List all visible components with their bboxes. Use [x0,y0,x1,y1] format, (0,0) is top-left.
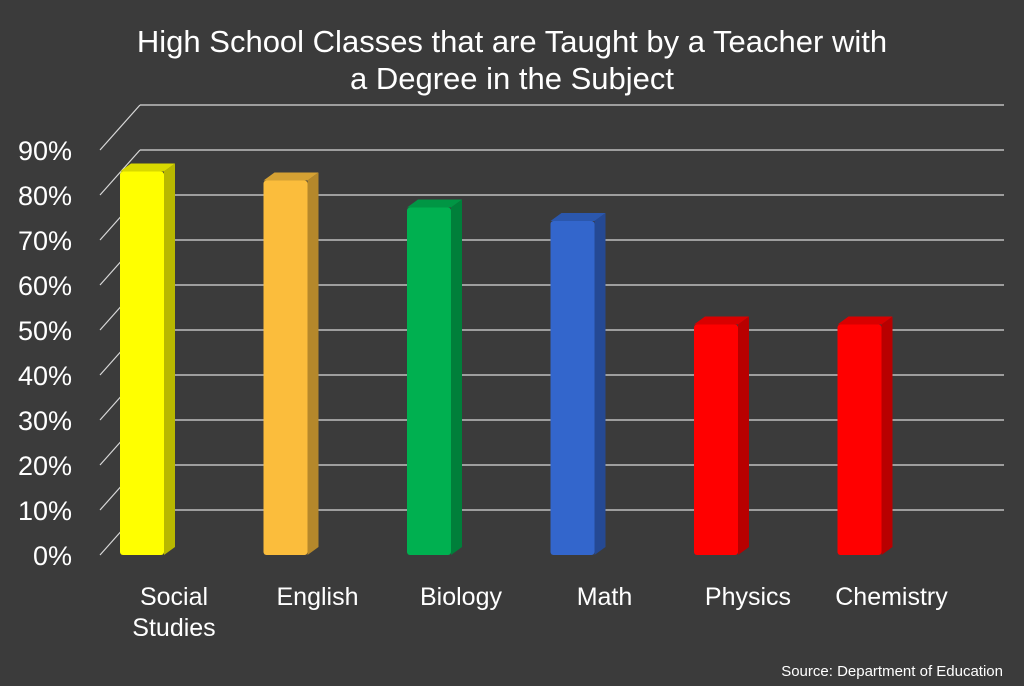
y-tick-label: 80% [18,181,72,211]
category-label: Physics [705,583,791,611]
bar-side [451,199,462,555]
category-labels: Social Studies English Biology Math Physics Ch… [132,583,948,642]
category-label: Biology [420,583,502,611]
bar [837,316,893,555]
category-label-line: English [277,583,359,611]
bar [263,172,319,555]
bar-top [694,316,749,325]
category-label-line: Biology [420,583,502,611]
bar-top [837,316,893,325]
bar [694,316,749,555]
bar-side [307,172,319,555]
category-label-line: Social [140,583,208,611]
bar [550,213,606,555]
bar-front [837,324,882,555]
category-label: Social Studies [132,583,215,642]
bar-side [881,316,893,555]
gridline-depth [99,104,141,151]
y-tick-label: 40% [18,361,72,391]
bar [120,163,175,555]
bar-side [738,316,749,555]
bar-front [263,180,308,555]
y-tick-label: 30% [18,406,72,436]
bar-top [407,199,462,208]
bars [120,163,893,555]
bar-side [594,213,606,555]
bar-front [120,171,164,555]
y-tick-label: 0% [33,541,72,571]
category-label-line: Studies [132,614,215,642]
category-label-line: Math [577,583,633,611]
bar [407,199,462,555]
y-tick-label: 70% [18,226,72,256]
bar-front [407,207,451,555]
category-label: Chemistry [835,583,948,611]
category-label-line: Chemistry [835,583,948,611]
bar-front [694,324,738,555]
category-label: English [277,583,359,611]
bar-top [120,163,175,172]
bar-front [550,221,595,555]
y-tick-label: 10% [18,496,72,526]
bar-top [550,213,606,221]
y-tick-label: 50% [18,316,72,346]
y-tick-label: 60% [18,271,72,301]
chart-title-line-2: a Degree in the Subject [350,61,674,96]
category-label: Math [577,583,633,611]
y-axis-ticks: 0% 10% 20% 30% 40% 50% 60% 70% 80% 90% [18,136,72,571]
bar-side [164,163,175,555]
y-tick-label: 90% [18,136,72,166]
gridline-depth [99,149,141,196]
chart-title-line-1: High School Classes that are Taught by a… [137,24,887,59]
category-label-line: Physics [705,583,791,611]
bar-top [263,172,319,181]
source-note: Source: Department of Education [781,663,1003,680]
y-tick-label: 20% [18,451,72,481]
